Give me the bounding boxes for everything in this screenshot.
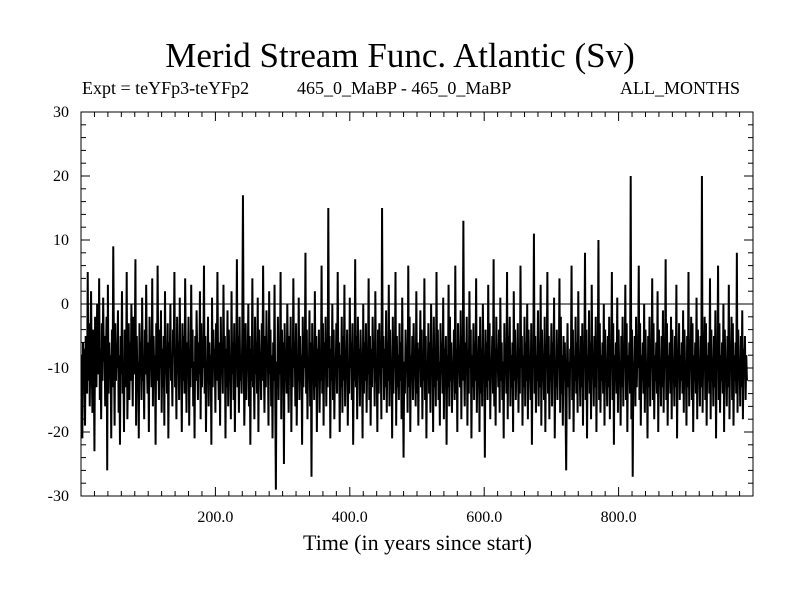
y-tick-label: -30 <box>48 488 69 505</box>
y-tick-label: 0 <box>61 296 69 313</box>
axis-ticks <box>81 111 753 497</box>
chart-title: Merid Stream Func. Atlantic (Sv) <box>165 36 635 75</box>
x-tick-label: 400.0 <box>332 509 368 526</box>
y-tick-label: 30 <box>53 104 69 121</box>
x-tick-label: 800.0 <box>601 509 637 526</box>
y-tick-label: -20 <box>48 424 69 441</box>
axis-tick-labels: -30 -20 -10 0 10 20 30 200.0 400.0 600.0 800.0 <box>48 104 637 526</box>
x-tick-label: 200.0 <box>197 509 233 526</box>
x-axis-label: Time (in years since start) <box>303 530 532 555</box>
experiment-label: Expt = teYFp3-teYFp2 <box>82 78 250 98</box>
series-line <box>80 175 748 490</box>
period-label: 465_0_MaBP - 465_0_MaBP <box>297 78 512 98</box>
y-tick-label: 10 <box>53 232 69 249</box>
y-tick-label: 20 <box>53 168 69 185</box>
y-tick-label: -10 <box>48 360 69 377</box>
months-label: ALL_MONTHS <box>620 78 740 98</box>
x-tick-label: 600.0 <box>466 509 502 526</box>
